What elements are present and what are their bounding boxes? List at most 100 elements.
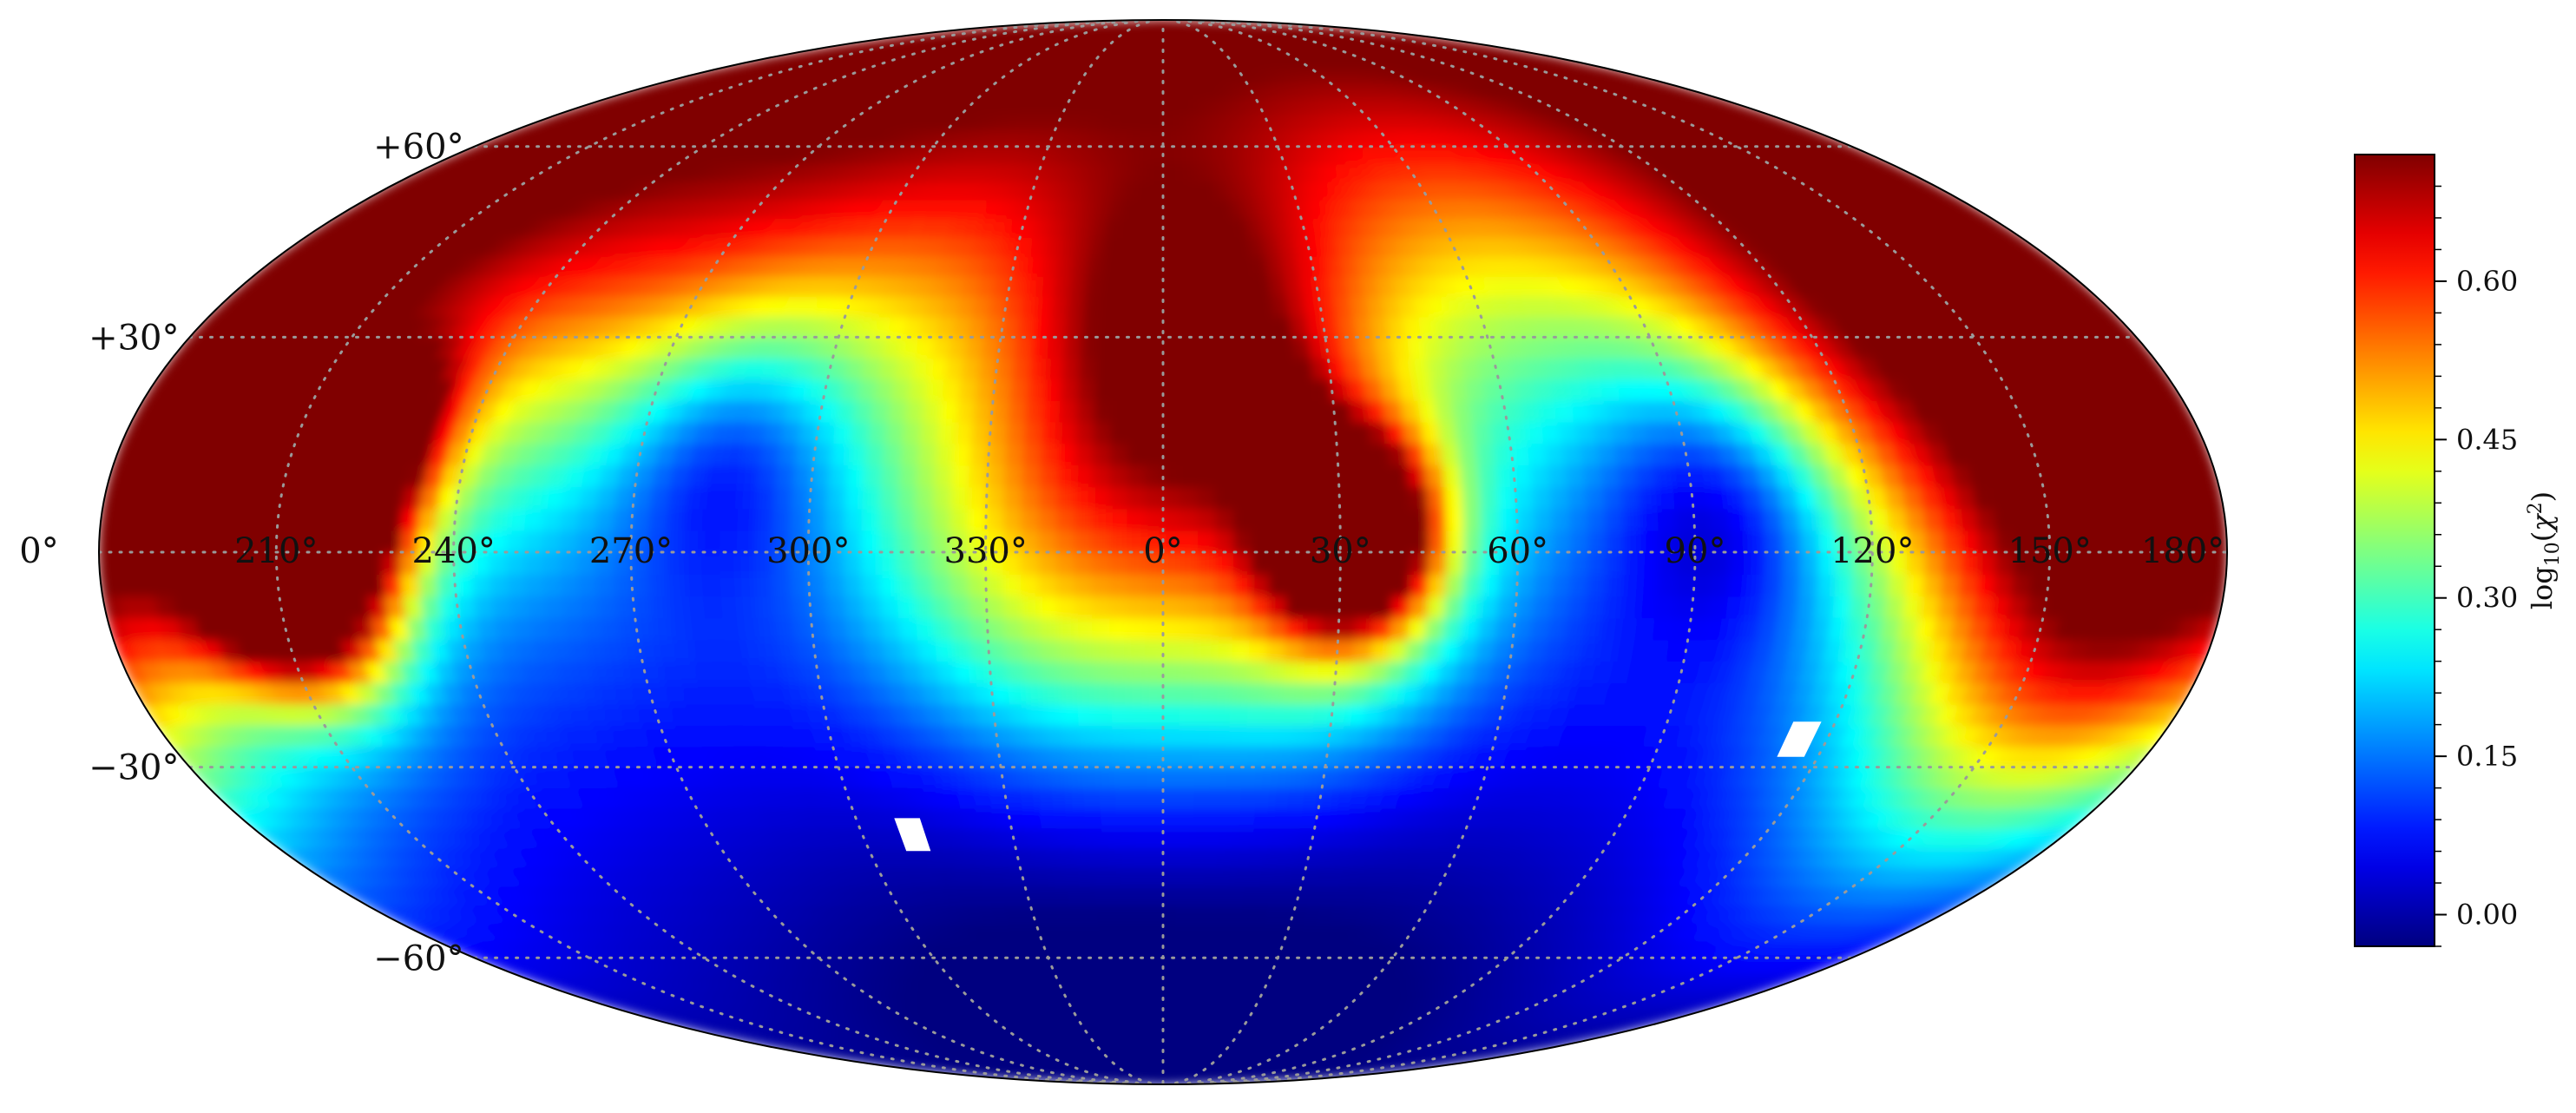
- heatmap-cell: [844, 595, 865, 619]
- heatmap-cell: [1268, 530, 1288, 553]
- heatmap-cell: [843, 507, 864, 531]
- heatmap-cell: [775, 616, 797, 641]
- heatmap-cell: [1023, 660, 1044, 684]
- heatmap-cell: [1015, 766, 1037, 789]
- heatmap-cell: [1479, 595, 1500, 619]
- heatmap-cell: [1145, 420, 1164, 445]
- heatmap-cell: [1126, 939, 1141, 959]
- heatmap-cell: [1957, 573, 1979, 597]
- heatmap-cell: [1144, 595, 1164, 619]
- heatmap-cell: [1174, 904, 1191, 924]
- heatmap-cell: [914, 551, 934, 575]
- heatmap-cell: [932, 485, 953, 510]
- heatmap-cell: [1048, 315, 1068, 339]
- heatmap-cell: [1587, 530, 1607, 553]
- heatmap-cell: [1403, 420, 1424, 445]
- heatmap-cell: [775, 464, 797, 488]
- heatmap-cell: [1924, 551, 1944, 575]
- heatmap-cell: [1055, 573, 1075, 597]
- heatmap-cell: [1600, 464, 1622, 488]
- heatmap-cell: [967, 507, 988, 531]
- heatmap-cell: [1162, 766, 1180, 789]
- heatmap-cell: [1162, 420, 1181, 445]
- heatmap-cell: [1319, 464, 1340, 488]
- heatmap-cell: [884, 420, 906, 445]
- heatmap-cell: [719, 530, 739, 553]
- heatmap-cell: [1725, 595, 1747, 619]
- heatmap-cell: [897, 616, 919, 641]
- heatmap-cell: [1003, 616, 1024, 641]
- heatmap-cell: [1148, 904, 1164, 924]
- heatmap-cell: [879, 485, 900, 510]
- heatmap-cell: [1286, 530, 1306, 553]
- heatmap-cell: [1193, 315, 1212, 339]
- heatmap-cell: [1110, 420, 1130, 445]
- heatmap-cell: [1145, 660, 1164, 684]
- heatmap-cell: [1007, 399, 1028, 423]
- heatmap-cell: [382, 573, 404, 597]
- heatmap-cell: [1317, 660, 1337, 684]
- heatmap-cell: [1050, 295, 1071, 318]
- heatmap-cell: [1232, 551, 1252, 575]
- heatmap-cell: [2010, 573, 2033, 597]
- heatmap-cell: [1162, 807, 1180, 829]
- heatmap-cell: [1330, 703, 1351, 727]
- heatmap-cell: [1672, 595, 1694, 619]
- heatmap-cell: [1046, 745, 1067, 768]
- heatmap-cell: [648, 573, 669, 597]
- heatmap-cell: [1162, 990, 1174, 1007]
- heatmap-cell: [1228, 724, 1248, 747]
- heatmap-cell: [1127, 442, 1147, 466]
- heatmap-cell: [1064, 766, 1085, 789]
- heatmap-cell: [1002, 595, 1023, 619]
- heatmap-cell: [1113, 336, 1132, 359]
- heatmap-cell: [1383, 399, 1405, 423]
- heatmap-cell: [1605, 530, 1626, 553]
- heatmap-cell: [1038, 507, 1058, 531]
- heatmap-cell: [1480, 573, 1501, 597]
- heatmap-cell: [1004, 442, 1025, 466]
- heatmap-cell: [1101, 827, 1120, 849]
- heatmap-cell: [969, 464, 989, 488]
- heatmap-cell: [1407, 464, 1429, 488]
- heatmap-cell: [1374, 573, 1395, 597]
- heatmap-cell: [1053, 807, 1074, 829]
- heatmap-cell: [1060, 703, 1081, 727]
- heatmap-cell: [1084, 807, 1103, 829]
- heatmap-cell: [1109, 464, 1129, 488]
- sky-map: 0° 210° 240° 270° 300° 330° 0° 30° 60° 90° 120° 150…: [19, 19, 2228, 1085]
- heatmap-cell: [992, 703, 1013, 727]
- heatmap-cell: [596, 595, 619, 619]
- heatmap-cell: [1038, 551, 1058, 575]
- heatmap-cell: [1251, 507, 1271, 531]
- heatmap-cell: [1496, 485, 1518, 510]
- heatmap-cell: [1180, 573, 1199, 597]
- heatmap-cell: [1232, 507, 1252, 531]
- heatmap-cell: [1127, 507, 1147, 531]
- heatmap-cell: [1134, 866, 1150, 887]
- heatmap-cell: [719, 507, 740, 531]
- heatmap-cell: [1215, 530, 1235, 553]
- heatmap-cell: [971, 660, 992, 684]
- heatmap-cell: [1796, 595, 1818, 619]
- heatmap-cell: [1098, 295, 1118, 318]
- heatmap-cell: [667, 595, 689, 619]
- heatmap-cell: [1816, 507, 1837, 531]
- heatmap-cell: [329, 573, 352, 597]
- heatmap-cell: [1162, 827, 1180, 849]
- heatmap-cell: [1056, 616, 1076, 641]
- heatmap-cell: [1816, 573, 1837, 597]
- heatmap-cell: [915, 595, 936, 619]
- heatmap-cell: [1745, 507, 1766, 531]
- heatmap-cell: [1251, 551, 1271, 575]
- heatmap-cell: [1621, 573, 1642, 597]
- heatmap-cell: [470, 573, 493, 597]
- heatmap-cell: [989, 420, 1009, 445]
- heatmap-cell: [1942, 551, 1962, 575]
- heatmap-cell: [1109, 595, 1129, 619]
- heatmap-cell: [1259, 336, 1280, 359]
- heatmap-cell: [1459, 464, 1481, 488]
- heatmap-cell: [1197, 638, 1217, 662]
- heatmap-cell: [2116, 573, 2139, 597]
- heatmap-cell: [560, 573, 581, 597]
